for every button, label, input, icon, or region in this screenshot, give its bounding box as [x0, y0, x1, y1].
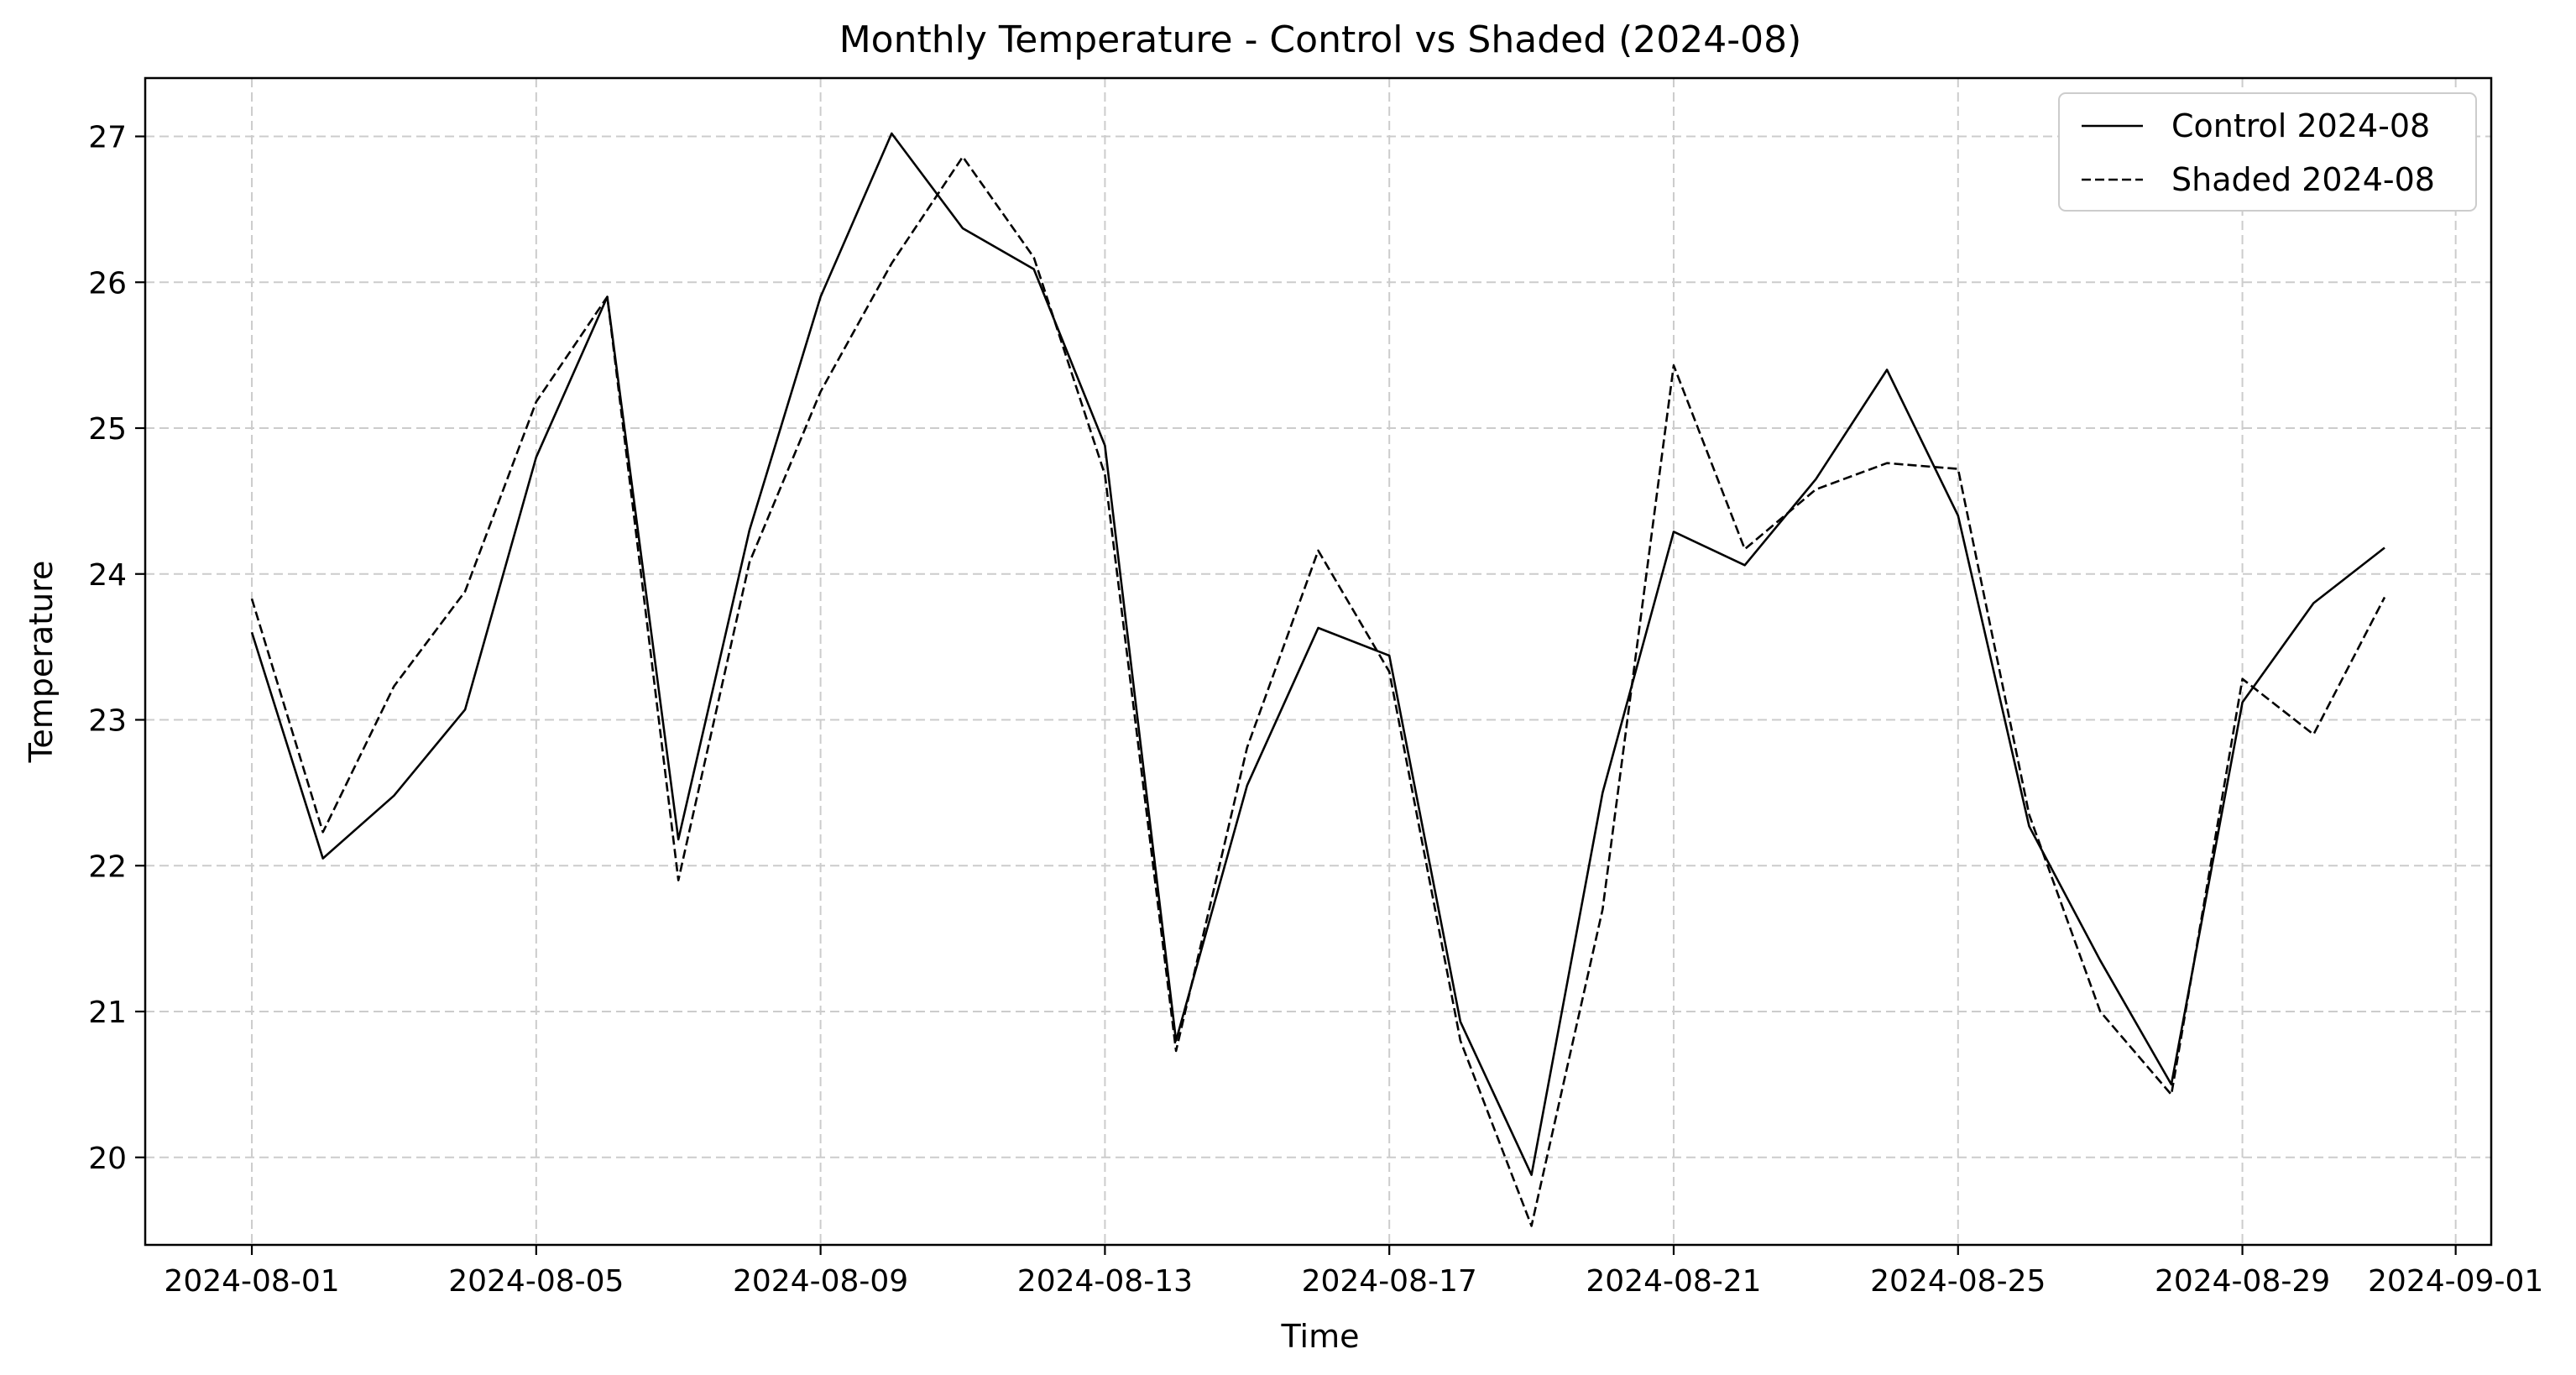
- x-axis-label: Time: [1281, 1318, 1360, 1355]
- legend: Control 2024-08 Shaded 2024-08: [2058, 92, 2477, 212]
- series-line-shaded: [250, 155, 2386, 1227]
- y-tick-label: 22: [88, 850, 127, 884]
- x-tick-label: 2024-08-29: [2155, 1264, 2330, 1299]
- grid-lines: [145, 78, 2491, 1245]
- y-tick-label: 27: [88, 121, 127, 155]
- x-tick-label: 2024-08-01: [164, 1264, 339, 1299]
- legend-label-control: Control 2024-08: [2171, 107, 2430, 144]
- plot-frame: [144, 76, 2493, 1247]
- y-tick-label: 21: [88, 996, 127, 1030]
- x-tick-label: 2024-08-05: [448, 1264, 624, 1299]
- series-line-control: [250, 132, 2385, 1176]
- y-tick-label: 24: [88, 558, 127, 593]
- chart-title: Monthly Temperature - Control vs Shaded …: [839, 18, 1802, 61]
- y-axis: 20 21 22 23 24 25 26 27: [88, 121, 145, 1176]
- x-tick-label: 2024-08-21: [1586, 1264, 1761, 1299]
- y-tick-label: 26: [88, 266, 127, 301]
- legend-label-shaded: Shaded 2024-08: [2171, 161, 2435, 198]
- x-tick-label: 2024-08-13: [1017, 1264, 1193, 1299]
- x-tick-label: 2024-08-09: [733, 1264, 908, 1299]
- x-tick-label: 2024-09-01: [2368, 1264, 2543, 1299]
- x-tick-label: 2024-08-17: [1302, 1264, 1477, 1299]
- y-tick-label: 23: [88, 704, 127, 739]
- plot-series: [250, 132, 2386, 1227]
- x-axis: 2024-08-01 2024-08-05 2024-08-09 2024-08-13…: [164, 1245, 2543, 1299]
- y-tick-label: 20: [88, 1142, 127, 1176]
- legend-box: [2058, 92, 2477, 212]
- y-tick-label: 25: [88, 412, 127, 447]
- x-tick-label: 2024-08-25: [1870, 1264, 2046, 1299]
- y-axis-label: Temperature: [23, 561, 60, 764]
